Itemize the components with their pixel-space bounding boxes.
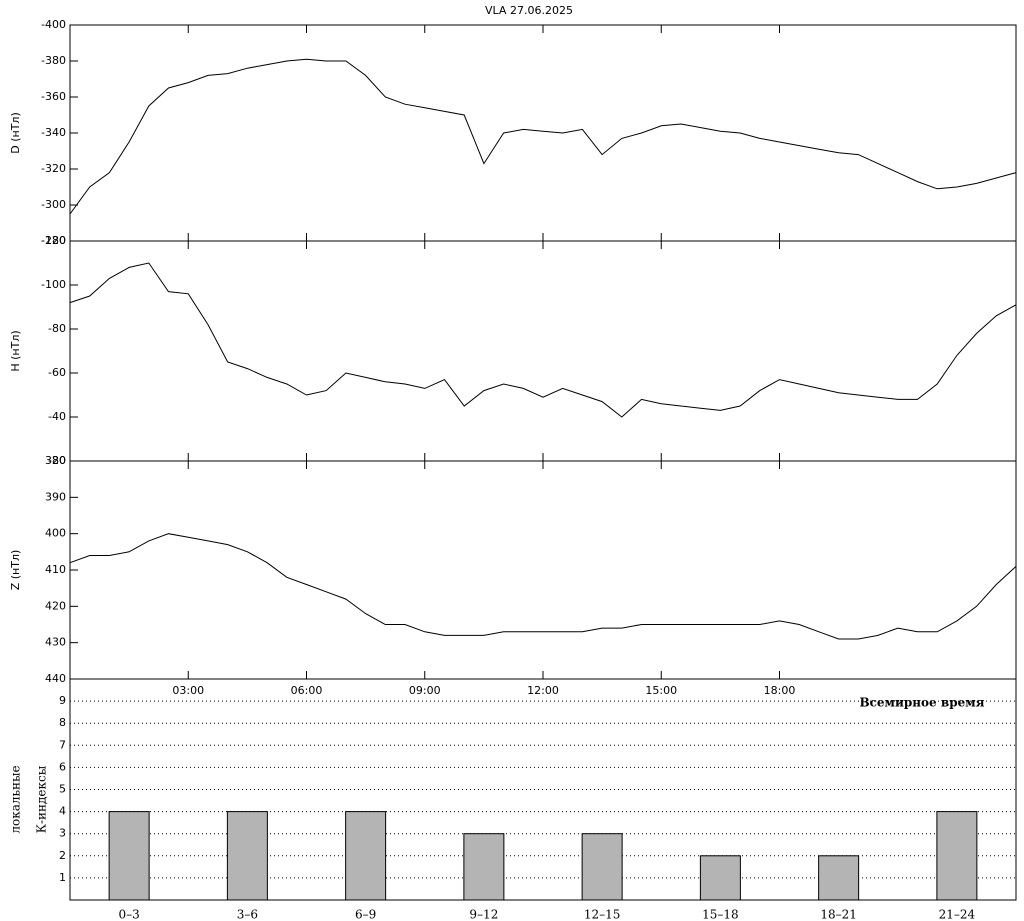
bar bbox=[108, 811, 150, 901]
x-tick-label: 21–24 bbox=[939, 908, 976, 921]
y-tick-label: 400 bbox=[45, 527, 66, 540]
bar bbox=[699, 855, 741, 901]
y-tick-label: -280 bbox=[41, 234, 66, 247]
y-axis-label: Z (нТл) bbox=[9, 550, 22, 591]
bar bbox=[226, 811, 268, 901]
y-tick-label: 1 bbox=[59, 871, 66, 884]
y-tick-label: 7 bbox=[59, 738, 66, 751]
x-tick-label: 18–21 bbox=[820, 908, 857, 921]
y-tick-label: -40 bbox=[48, 410, 66, 423]
x-tick-label: 03:00 bbox=[172, 684, 204, 697]
y-tick-label: -120 bbox=[41, 234, 66, 247]
y-tick-label: 440 bbox=[45, 672, 66, 685]
y-axis-label: H (нТл) bbox=[9, 330, 22, 371]
panel-frame bbox=[69, 240, 1017, 462]
x-tick-label: 15–18 bbox=[702, 908, 739, 921]
y-tick-label: -80 bbox=[48, 322, 66, 335]
y-tick-label: -100 bbox=[41, 278, 66, 291]
line-series bbox=[69, 533, 1017, 640]
panel-frame bbox=[69, 460, 1017, 680]
y-tick-label: -340 bbox=[41, 126, 66, 139]
line-series bbox=[69, 262, 1017, 418]
y-axis-label: локальные bbox=[9, 765, 23, 833]
y-tick-label: 390 bbox=[45, 490, 66, 503]
y-tick-label: -20 bbox=[48, 454, 66, 467]
y-tick-label: 3 bbox=[59, 827, 66, 840]
chart-title: VLA 27.06.2025 bbox=[485, 4, 573, 17]
x-tick-label: 9–12 bbox=[469, 908, 498, 921]
y-tick-label: 9 bbox=[59, 694, 66, 707]
y-tick-label: 430 bbox=[45, 636, 66, 649]
panel-frame bbox=[69, 24, 1017, 242]
y-tick-label: -360 bbox=[41, 90, 66, 103]
y-axis-label: D (нТл) bbox=[9, 112, 22, 154]
y-axis-label: К-индексы bbox=[35, 765, 49, 833]
y-tick-label: 410 bbox=[45, 563, 66, 576]
y-tick-label: 5 bbox=[59, 783, 66, 796]
x-tick-label: 09:00 bbox=[409, 684, 441, 697]
y-tick-label: 380 bbox=[45, 454, 66, 467]
x-tick-label: 3–6 bbox=[237, 908, 258, 921]
x-tick-label: 0–3 bbox=[118, 908, 139, 921]
y-tick-label: 420 bbox=[45, 599, 66, 612]
y-tick-label: -380 bbox=[41, 54, 66, 67]
x-tick-label: 06:00 bbox=[291, 684, 323, 697]
bar bbox=[581, 833, 623, 901]
y-tick-label: -400 bbox=[41, 18, 66, 31]
bar bbox=[463, 833, 505, 901]
bar bbox=[345, 811, 387, 901]
y-tick-label: -320 bbox=[41, 162, 66, 175]
y-tick-label: 4 bbox=[59, 805, 66, 818]
bar bbox=[818, 855, 860, 901]
x-tick-label: 6–9 bbox=[355, 908, 376, 921]
x-tick-label: 15:00 bbox=[645, 684, 677, 697]
x-tick-label: 12–15 bbox=[584, 908, 621, 921]
y-tick-label: 2 bbox=[59, 849, 66, 862]
y-tick-label: -60 bbox=[48, 366, 66, 379]
x-tick-label: 18:00 bbox=[764, 684, 796, 697]
bar bbox=[936, 811, 978, 901]
y-tick-label: 6 bbox=[59, 760, 66, 773]
y-tick-label: 8 bbox=[59, 716, 66, 729]
x-axis-label: Всемирное время bbox=[859, 696, 984, 710]
line-series bbox=[69, 58, 1017, 215]
x-tick-label: 12:00 bbox=[527, 684, 559, 697]
y-tick-label: -300 bbox=[41, 198, 66, 211]
